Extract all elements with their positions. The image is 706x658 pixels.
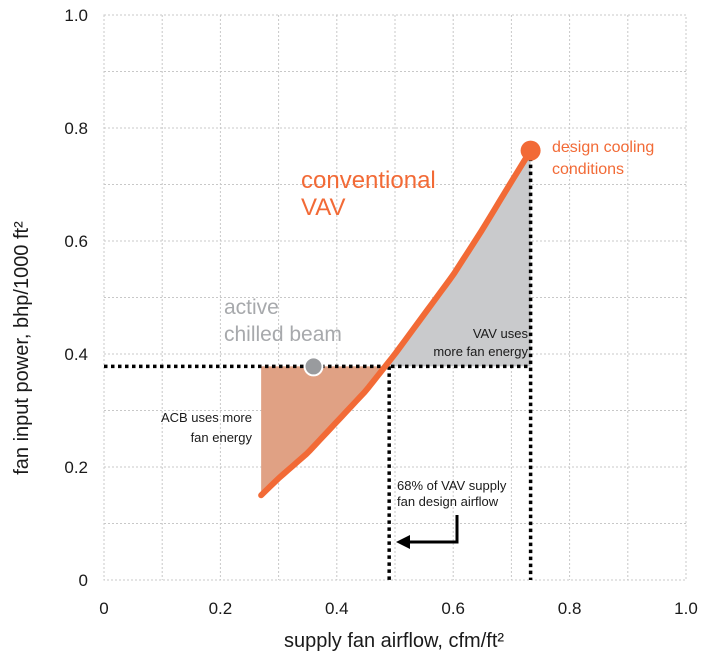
x-tick-label: 0.6 [441,599,465,618]
tick-labels: 0 0.2 0.4 0.6 0.8 1.0 0 0.2 0.4 0.6 0.8 1.0 [64,6,697,618]
acb-label-line1: active [224,296,279,319]
acb-label-line2: chilled beam [224,323,342,346]
y-tick-label: 0.2 [64,458,88,477]
x-axis-title: supply fan airflow, cfm/ft² [284,630,504,652]
vav-fan-curve [258,147,534,499]
data-markers [303,140,541,377]
pct-airflow-line2: fan design airflow [397,494,499,509]
y-tick-label: 0.6 [64,232,88,251]
acb-point-marker [303,356,324,377]
region-vav-more-energy [385,150,531,367]
data-series [258,147,534,499]
y-tick-label: 1.0 [64,6,88,25]
acb-more-energy-line2: fan energy [191,430,253,445]
vav-label-line2: VAV [301,194,345,221]
left-arrow-icon [408,515,459,544]
y-tick-label: 0 [79,571,88,590]
x-tick-label: 0 [99,599,108,618]
y-axis-title: fan input power, bhp/1000 ft² [11,221,33,475]
x-tick-label: 0.4 [325,599,349,618]
x-tick-label: 0.2 [209,599,233,618]
y-tick-label: 0.8 [64,119,88,138]
pct-airflow-line1: 68% of VAV supply [397,478,507,493]
design-label-line2: conditions [552,161,624,178]
design-label-line1: design cooling [552,139,654,156]
design-point-marker [520,140,541,161]
grid [103,14,687,581]
x-tick-label: 1.0 [674,599,698,618]
vav-label-line1: conventional [301,167,436,194]
y-tick-label: 0.4 [64,345,88,364]
arrow-head-icon [396,535,410,549]
vav-more-energy-line1: VAV uses [473,326,529,341]
vav-more-energy-line2: more fan energy [433,344,528,359]
x-tick-label: 0.8 [558,599,582,618]
acb-more-energy-line1: ACB uses more [161,410,252,425]
